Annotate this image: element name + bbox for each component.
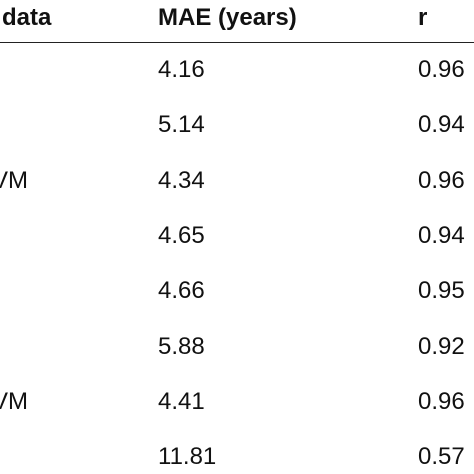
- mae-cell: 5.88: [158, 332, 205, 360]
- mae-cell: 5.14: [158, 111, 205, 139]
- header-cell: data: [2, 4, 52, 31]
- r-cell: 0.92: [418, 332, 465, 360]
- mae-cell: 4.16: [158, 56, 205, 83]
- data-cell: VM: [0, 166, 28, 194]
- mae-cell: 4.66: [158, 277, 205, 305]
- header-cell: MAE (years): [158, 4, 297, 31]
- r-cell: 0.94: [418, 221, 465, 249]
- mae-cell: 4.34: [158, 166, 205, 194]
- header-cell: r: [418, 4, 428, 31]
- mae-cell: 11.81: [158, 443, 217, 471]
- r-cell: 0.96: [418, 387, 465, 415]
- r-cell: 0.94: [418, 111, 465, 139]
- r-cell: 0.95: [418, 277, 465, 305]
- r-cell: 0.57: [418, 443, 465, 471]
- mae-cell: 4.41: [158, 387, 205, 415]
- header-rule: [0, 42, 474, 43]
- mae-cell: 4.65: [158, 221, 205, 249]
- r-cell: 0.96: [418, 56, 465, 83]
- r-cell: 0.96: [418, 166, 465, 194]
- data-cell: VM: [0, 387, 28, 415]
